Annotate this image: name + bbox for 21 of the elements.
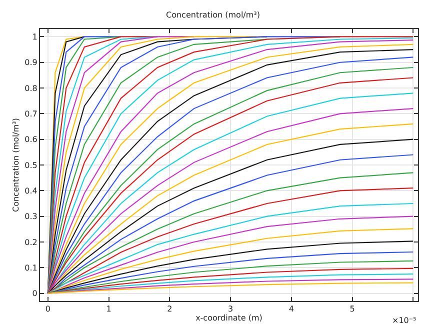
y-tick-label: 0 [32,289,38,298]
y-tick-label: 0.8 [24,84,38,93]
y-tick-label: 1 [32,32,38,42]
x-tick-label: 4 [288,304,294,314]
x-tick-label: 0 [45,304,50,314]
y-tick-label: 0.2 [24,238,38,247]
y-tick-label: 0.1 [24,263,38,272]
y-axis-title: Concentration (mol/m³) [11,118,20,212]
y-tick-label: 0.7 [24,109,38,118]
y-tick-label: 0.4 [24,186,38,196]
chart-title: Concentration (mol/m³) [166,10,260,20]
x-tick-label: 1 [106,304,112,314]
x-tick-label: 3 [228,304,234,314]
x-tick-label: 5 [350,304,355,314]
x-tick-label: 2 [167,304,172,314]
y-tick-label: 0.9 [24,58,38,68]
y-tick-label: 0.6 [24,135,38,144]
y-tick-label: 0.5 [24,160,38,170]
x-axis-title: x-coordinate (m) [196,314,262,323]
text: ×10⁻⁵ [392,316,416,324]
y-tick-label: 0.3 [24,212,38,222]
